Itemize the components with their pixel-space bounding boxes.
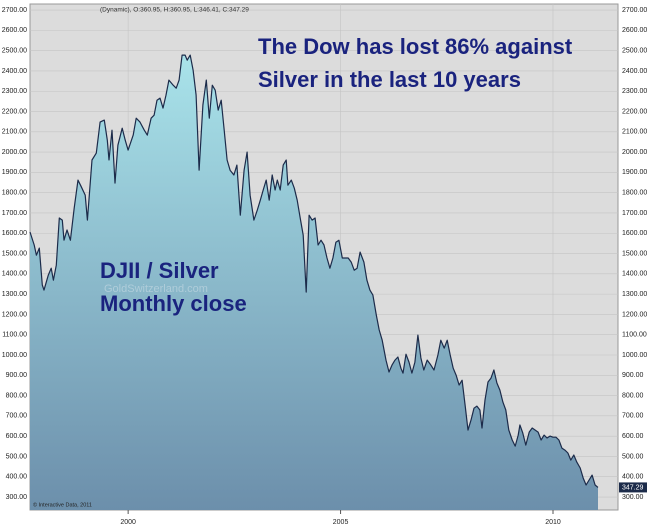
y2-tick-label: 700.00 <box>622 413 644 420</box>
y2-tick-label: 2000.00 <box>622 149 647 156</box>
y-tick-label: 1900.00 <box>2 169 27 176</box>
y-tick-label: 1800.00 <box>2 190 27 197</box>
x-tick-label: 2010 <box>545 519 561 526</box>
y-tick-label: 2200.00 <box>2 108 27 115</box>
y-tick-label: 2600.00 <box>2 27 27 34</box>
y-tick-label: 900.00 <box>6 372 28 379</box>
y-tick-label: 1700.00 <box>2 210 27 217</box>
y2-tick-label: 1000.00 <box>622 352 647 359</box>
y2-tick-label: 300.00 <box>622 494 644 501</box>
y-tick-label: 1600.00 <box>2 230 27 237</box>
y-tick-label: 1400.00 <box>2 271 27 278</box>
y2-tick-label: 1400.00 <box>622 271 647 278</box>
y-tick-label: 2100.00 <box>2 129 27 136</box>
y-tick-label: 500.00 <box>6 453 28 460</box>
y2-tick-label: 1500.00 <box>622 250 647 257</box>
y-tick-label: 2000.00 <box>2 149 27 156</box>
y2-tick-label: 2500.00 <box>622 48 647 55</box>
y-tick-label: 600.00 <box>6 433 28 440</box>
y-tick-label: 2700.00 <box>2 7 27 14</box>
y2-tick-label: 2700.00 <box>622 7 647 14</box>
y-tick-label: 800.00 <box>6 392 28 399</box>
chart-title: The Dow has lost 86% against <box>258 34 573 59</box>
y-tick-label: 1100.00 <box>2 332 27 339</box>
y2-tick-label: 2600.00 <box>622 27 647 34</box>
y2-tick-label: 1200.00 <box>622 311 647 318</box>
y-tick-label: 2400.00 <box>2 68 27 75</box>
y2-tick-label: 1300.00 <box>622 291 647 298</box>
y-tick-label: 2300.00 <box>2 88 27 95</box>
chart-title: Silver in the last 10 years <box>258 67 521 92</box>
x-tick-label: 2005 <box>333 519 349 526</box>
y2-tick-label: 1700.00 <box>622 210 647 217</box>
y-tick-label: 1300.00 <box>2 291 27 298</box>
y2-tick-label: 1900.00 <box>622 169 647 176</box>
y2-tick-label: 2200.00 <box>622 108 647 115</box>
y2-tick-label: 1600.00 <box>622 230 647 237</box>
watermark: GoldSwitzerland.com <box>104 283 208 295</box>
y2-tick-label: 500.00 <box>622 453 644 460</box>
y-tick-label: 2500.00 <box>2 48 27 55</box>
y2-tick-label: 600.00 <box>622 433 644 440</box>
y-tick-label: 300.00 <box>6 494 28 501</box>
y-tick-label: 1000.00 <box>2 352 27 359</box>
y2-tick-label: 1800.00 <box>622 190 647 197</box>
y2-tick-label: 400.00 <box>622 474 644 481</box>
y-tick-label: 1500.00 <box>2 250 27 257</box>
chart-subtitle: DJII / Silver <box>100 258 219 283</box>
y2-tick-label: 800.00 <box>622 392 644 399</box>
y2-tick-label: 1100.00 <box>622 332 647 339</box>
y2-tick-label: 2300.00 <box>622 88 647 95</box>
quote-line: (Dynamic), O:360.95, H:360.95, L:346.41,… <box>100 7 249 14</box>
chart-subtitle: Monthly close <box>100 291 247 316</box>
last-value-box <box>619 482 647 493</box>
area-line <box>29 54 599 488</box>
y-tick-label: 700.00 <box>6 413 28 420</box>
y2-tick-label: 900.00 <box>622 372 644 379</box>
last-value-label: 347.29 <box>622 484 644 491</box>
y2-tick-label: 2100.00 <box>622 129 647 136</box>
copyright: © Interactive Data, 2011 <box>33 501 92 508</box>
y-tick-label: 1200.00 <box>2 311 27 318</box>
area-fill <box>30 55 598 510</box>
labels: 300.00 300.00 400.00 400.00 500.00 500.00 600.… <box>2 7 648 526</box>
y2-tick-label: 2400.00 <box>622 68 647 75</box>
marks <box>29 54 599 510</box>
x-tick-label: 2000 <box>120 519 136 526</box>
y-tick-label: 400.00 <box>6 474 28 481</box>
